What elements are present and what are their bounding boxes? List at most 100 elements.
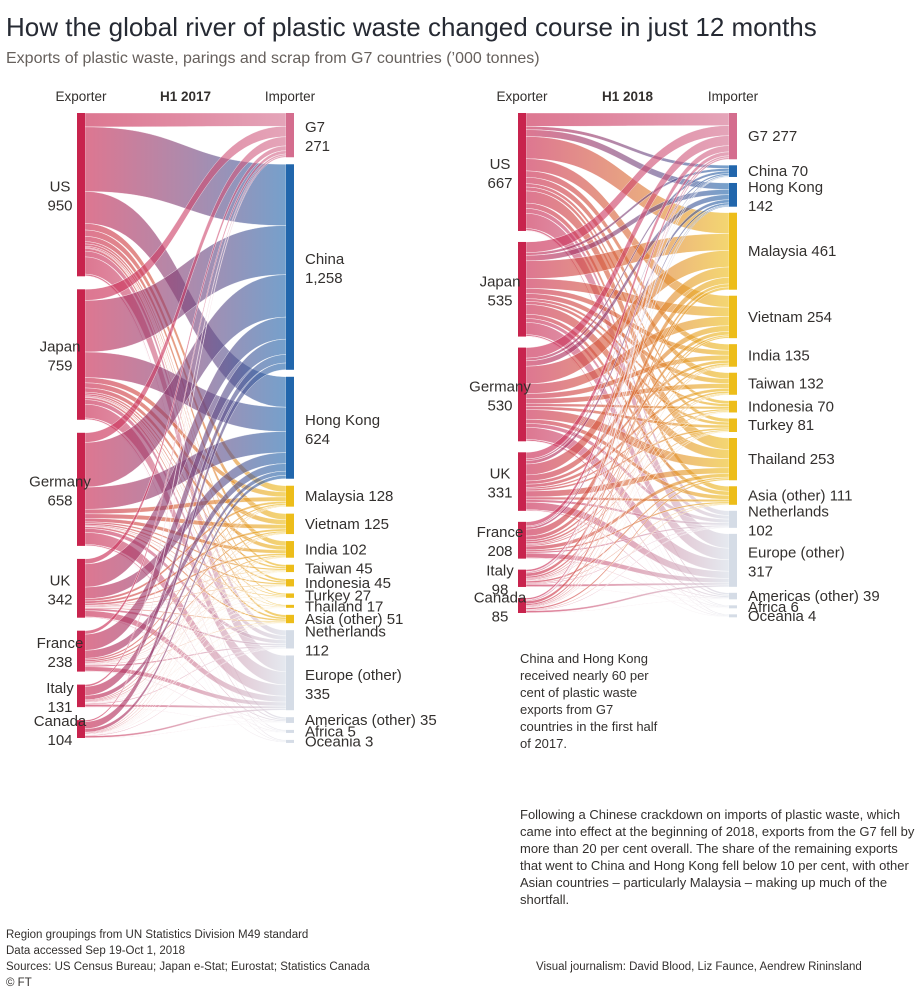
- importer-value-netherlands: 102: [748, 522, 773, 539]
- importer-value-europe-other: 335: [305, 686, 330, 703]
- importer-value-turkey: 81: [797, 417, 814, 434]
- importer-bar-malaysia: [286, 485, 294, 507]
- importer-name-vietnam: Vietnam: [305, 516, 364, 533]
- importer-bar-india: [286, 541, 294, 558]
- importer-label-thailand: Thailand 253: [748, 451, 835, 468]
- importer-value-europe-other: 317: [748, 563, 773, 580]
- header-period: H1 2017: [160, 89, 211, 104]
- flow-canada-to-g7: [525, 157, 730, 600]
- importer-name-taiwan: Taiwan: [748, 376, 799, 393]
- importer-bar-malaysia: [729, 212, 737, 290]
- importer-value-asia-other: 51: [387, 611, 404, 628]
- footer-sources: Sources: US Census Bureau; Japan e-Stat;…: [6, 961, 370, 973]
- importer-value-indonesia: 45: [374, 575, 391, 592]
- importer-bar-europe-other: [286, 655, 294, 711]
- importer-label-oceania: Oceania 4: [748, 608, 816, 625]
- exporter-value-italy: 98: [492, 581, 509, 598]
- importer-name-africa: Africa: [748, 599, 791, 616]
- importer-name-oceania: Oceania: [305, 733, 365, 750]
- importer-bar-indonesia: [286, 579, 294, 587]
- importer-bar-africa: [286, 729, 294, 733]
- exporter-bar-france: [77, 630, 85, 672]
- exporter-name-italy: Italy: [486, 562, 514, 579]
- exporter-bar-us: [77, 113, 85, 277]
- exporter-bar-japan: [77, 289, 85, 420]
- importer-bar-netherlands: [729, 510, 737, 528]
- importer-value-asia-other: 111: [830, 488, 853, 505]
- importer-bar-asia-other: [286, 614, 294, 624]
- importer-bar-hong-kong: [729, 182, 737, 207]
- importer-name-netherlands: Netherlands: [748, 503, 829, 520]
- importer-name-malaysia: Malaysia: [305, 488, 368, 505]
- exporter-value-us: 950: [47, 198, 72, 215]
- importer-value-thailand: 17: [367, 598, 384, 615]
- importer-bar-vietnam: [729, 295, 737, 339]
- importer-bar-europe-other: [729, 533, 737, 587]
- importer-bar-africa: [729, 605, 737, 609]
- importer-bar-india: [729, 344, 737, 367]
- importer-bar-thailand: [286, 604, 294, 608]
- importer-label-asia-other: Asia (other) 111: [748, 488, 853, 505]
- exporter-bar-us: [518, 113, 526, 231]
- importer-label-asia-other: Asia (other) 51: [305, 611, 403, 628]
- note-chinese-crackdown: Following a Chinese crackdown on imports…: [520, 807, 915, 907]
- importer-label-vietnam: Vietnam 254: [748, 309, 832, 326]
- importer-name-asia-other: Asia (other): [748, 488, 830, 505]
- importer-bar-americas-other: [729, 592, 737, 600]
- importer-value-china: 70: [791, 163, 808, 180]
- exporter-bar-germany: [518, 347, 526, 442]
- importer-value-vietnam: 254: [807, 309, 832, 326]
- exporter-bar-japan: [518, 241, 526, 337]
- importer-bar-asia-other: [729, 486, 737, 505]
- importer-bar-netherlands: [286, 630, 294, 649]
- importer-name-vietnam: Vietnam: [748, 309, 807, 326]
- flow-canada-to-netherlands: [525, 527, 730, 611]
- importer-label-taiwan: Taiwan 132: [748, 376, 824, 393]
- importer-bar-hong-kong: [286, 376, 294, 479]
- importer-label-turkey: Turkey 81: [748, 417, 814, 434]
- flows: [525, 112, 730, 618]
- importer-label-africa: Africa 5: [305, 723, 356, 740]
- importer-name-americas-other: Americas (other): [748, 588, 863, 605]
- exporter-name-canada: Canada: [34, 713, 87, 730]
- importer-label-thailand: Thailand 17: [305, 598, 383, 615]
- importer-label-china: China 70: [748, 163, 808, 180]
- importer-bar-taiwan: [729, 372, 737, 395]
- exporter-value-germany: 530: [487, 397, 512, 414]
- exporter-name-italy: Italy: [46, 680, 74, 697]
- importer-value-africa: 5: [348, 723, 356, 740]
- header-period: H1 2018: [602, 89, 654, 104]
- importer-name-thailand: Thailand: [305, 598, 367, 615]
- importer-label-india: India 102: [305, 541, 367, 558]
- importer-value-vietnam: 125: [364, 516, 389, 533]
- exporter-bar-france: [518, 521, 526, 559]
- exporter-name-canada: Canada: [474, 589, 527, 606]
- importer-bar-thailand: [729, 437, 737, 481]
- header-exporter: Exporter: [55, 89, 107, 104]
- importer-value-india: 135: [785, 347, 810, 364]
- importer-bar-vietnam: [286, 513, 294, 535]
- panel-h1-2018: Exporter H1 2018 Importer US 667 Japan 535 Germ…: [469, 89, 880, 625]
- exporter-value-canada: 85: [492, 608, 509, 625]
- exporter-bar-uk: [518, 452, 526, 511]
- importer-value-netherlands: 112: [305, 642, 329, 659]
- importer-value-malaysia: 461: [811, 243, 836, 260]
- exporter-value-france: 238: [47, 654, 72, 671]
- importer-name-turkey: Turkey: [305, 588, 354, 605]
- importer-name-hong-kong: Hong Kong: [748, 179, 823, 196]
- flows: [84, 112, 287, 743]
- exporter-bar-italy: [77, 684, 85, 708]
- importer-bar-g7: [729, 113, 737, 160]
- importer-name-malaysia: Malaysia: [748, 243, 811, 260]
- importer-name-thailand: Thailand: [748, 451, 810, 468]
- importer-label-indonesia: Indonesia 70: [748, 399, 834, 416]
- importer-value-thailand: 253: [810, 451, 835, 468]
- importer-value-g7: 271: [305, 138, 330, 155]
- exporter-value-uk: 342: [47, 591, 72, 608]
- importer-value-indonesia: 70: [817, 399, 834, 416]
- header-importer: Importer: [265, 89, 316, 104]
- exporter-name-us: US: [490, 156, 511, 173]
- footer-copyright: © FT: [6, 977, 32, 989]
- importer-label-malaysia: Malaysia 461: [748, 243, 836, 260]
- flow-us-to-g7: [525, 112, 730, 127]
